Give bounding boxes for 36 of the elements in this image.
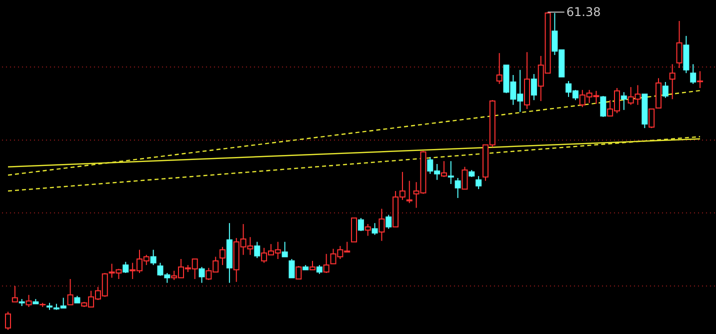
- candlestick: [448, 160, 454, 184]
- candlestick: [5, 311, 12, 330]
- candlestick: [440, 160, 447, 178]
- candlestick: [669, 64, 676, 100]
- candlestick: [358, 218, 364, 232]
- candlestick: [697, 70, 704, 89]
- candlestick: [12, 286, 18, 302]
- candlestick: [364, 224, 371, 236]
- candlestick: [67, 278, 74, 306]
- candlestick: [476, 176, 482, 190]
- candlestick: [150, 249, 156, 266]
- candlestick: [406, 180, 412, 204]
- candlestick: [600, 95, 606, 118]
- candlestick: [323, 253, 330, 274]
- candlestick: [676, 20, 682, 69]
- candlestick: [296, 265, 302, 280]
- candlestick: [386, 214, 392, 230]
- candlestick: [496, 52, 502, 84]
- candlestick: [26, 294, 32, 308]
- candlestick: [690, 64, 696, 84]
- candlestick: [620, 92, 627, 110]
- candlestick: [282, 241, 288, 258]
- candlestick: [648, 108, 655, 129]
- candlestick: [198, 266, 205, 284]
- candlestick: [662, 81, 668, 98]
- candlestick: [122, 261, 129, 274]
- candlestick: [530, 74, 537, 101]
- candlestick: [372, 222, 378, 236]
- candlestick: [254, 241, 260, 259]
- candlestick: [351, 218, 358, 242]
- candlestick: [220, 246, 226, 266]
- annotation: 61.38: [566, 5, 601, 20]
- candlestick: [462, 166, 468, 190]
- candlestick: [454, 177, 461, 198]
- candlestick: [378, 208, 385, 242]
- candlestick: [288, 258, 295, 278]
